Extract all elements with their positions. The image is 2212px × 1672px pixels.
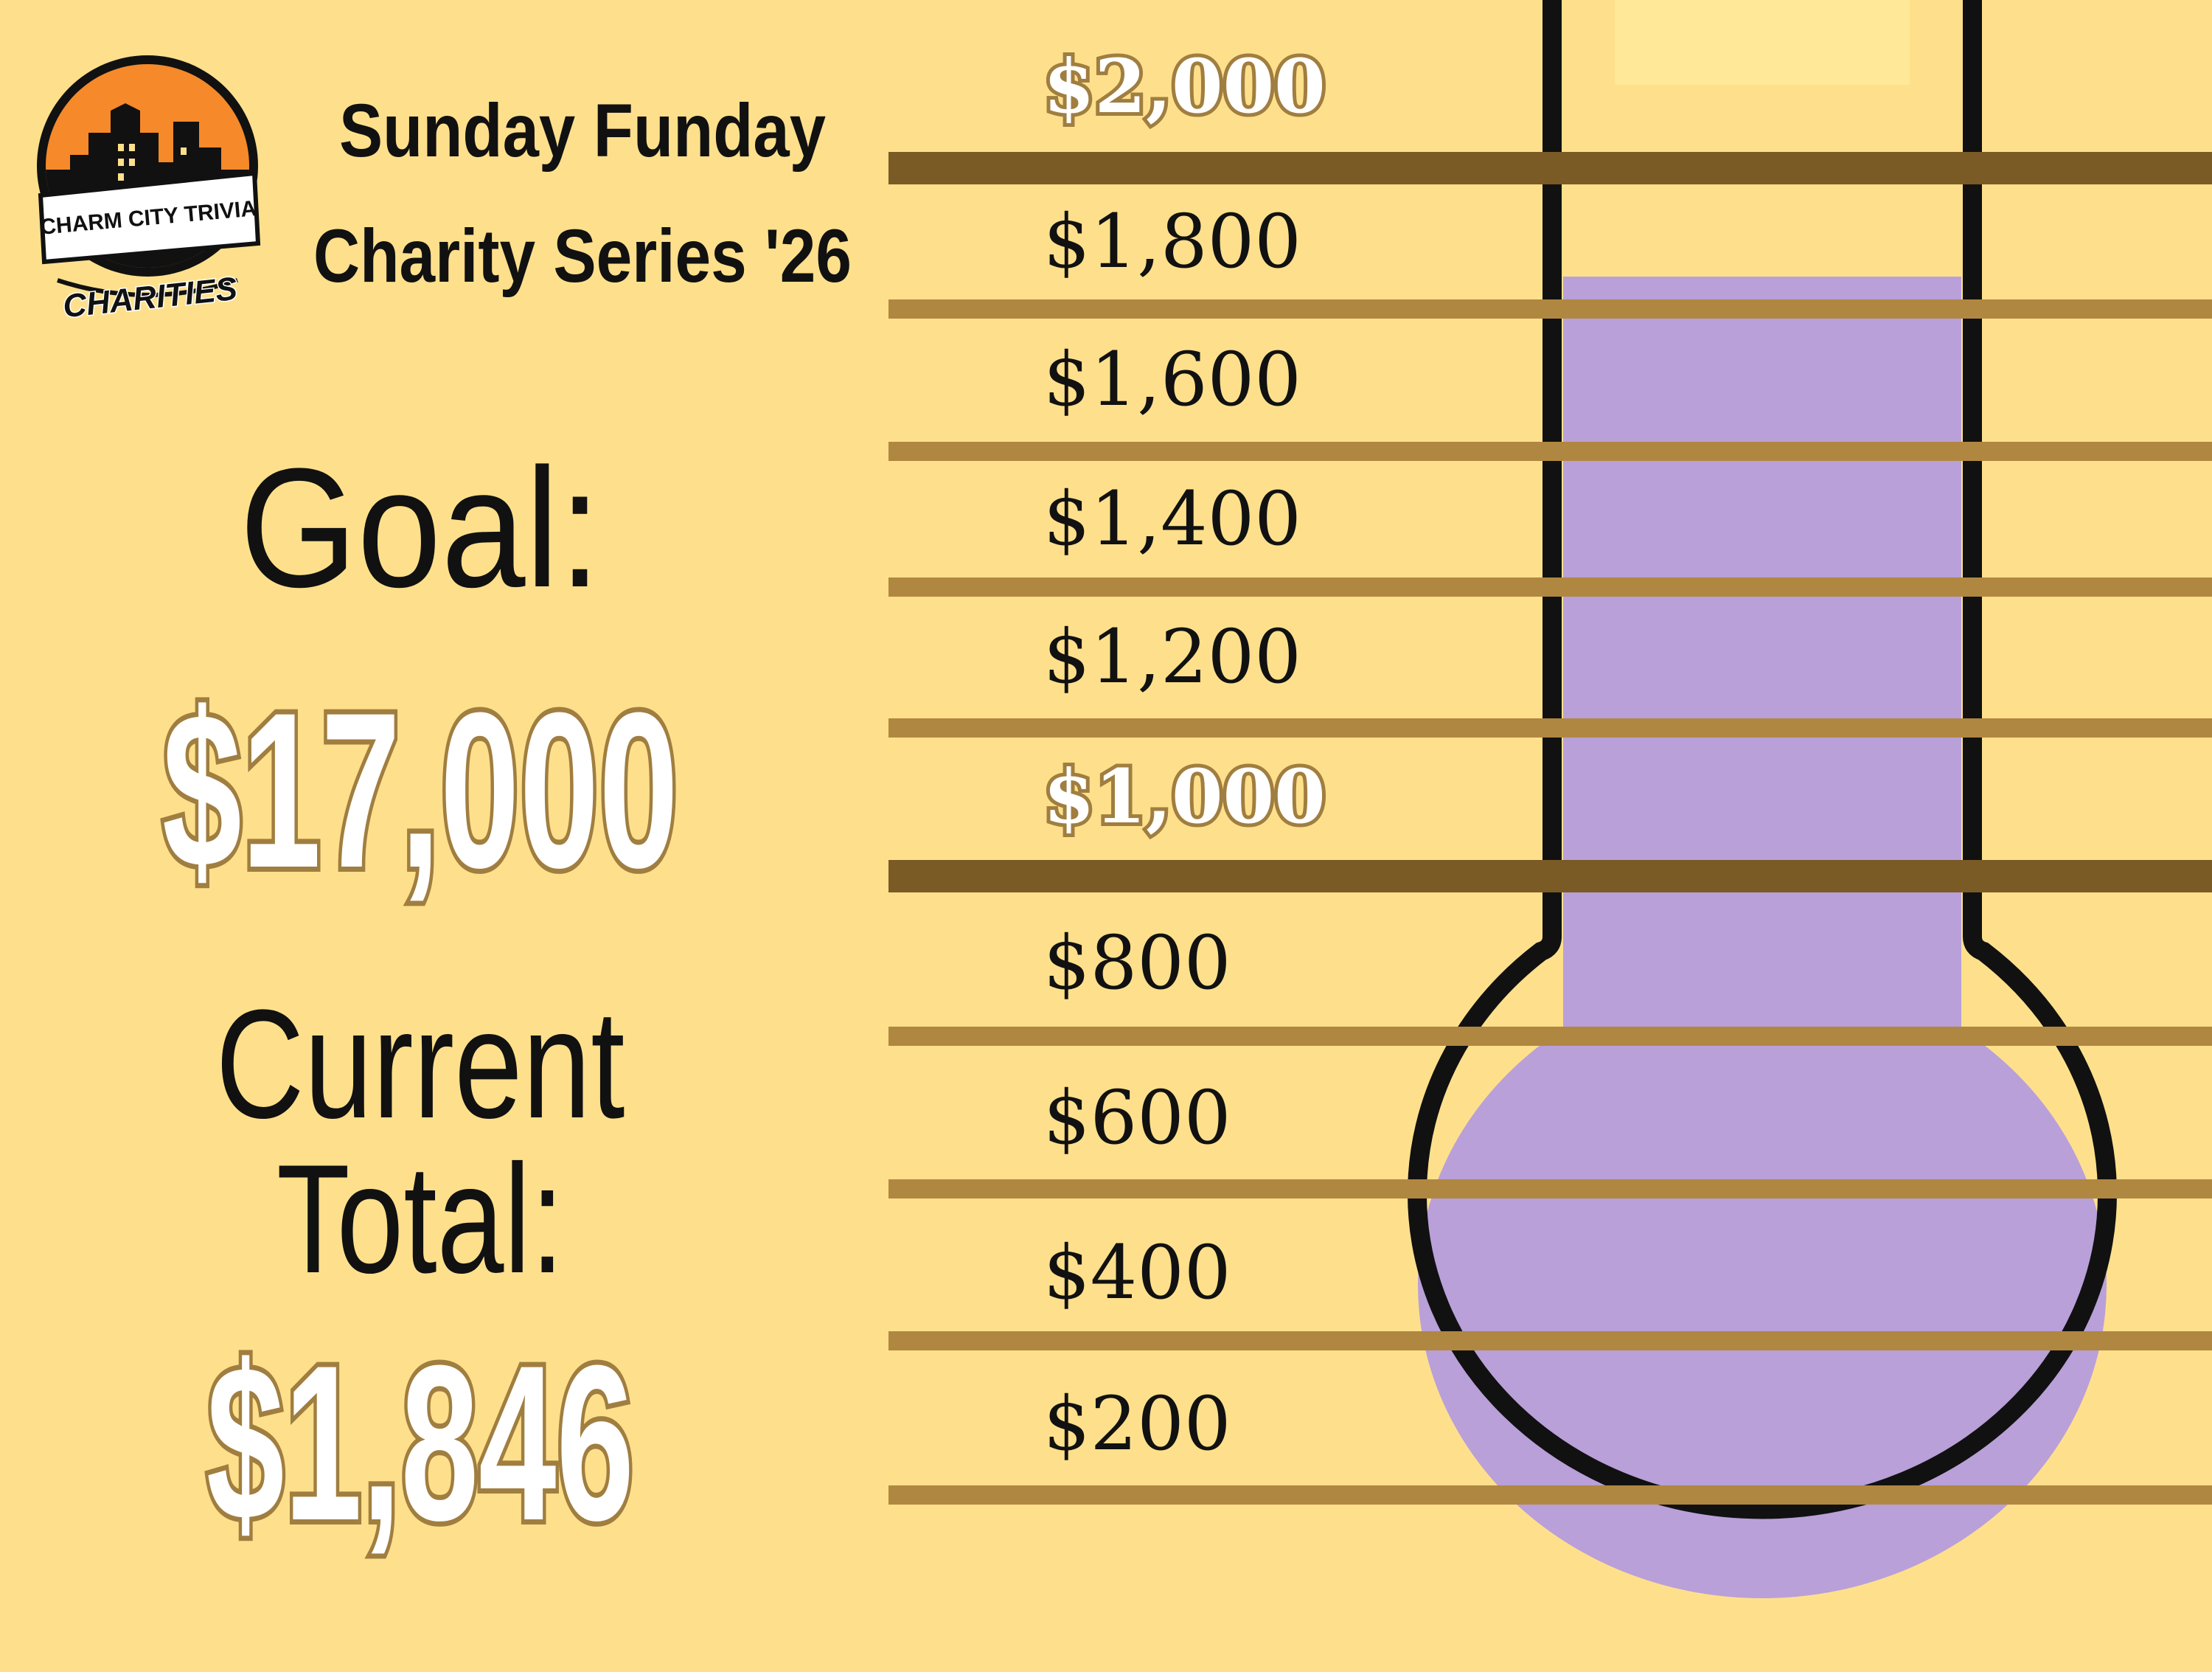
charm-city-trivia-logo: CHARM CITY TRIVIA CHARITIES (37, 55, 261, 326)
scale-label: $2,000 (1043, 43, 1326, 130)
scale-ticks: $2,000 $1,800 $1,600 $1,400 $1,200 $1,000 $800… (888, 39, 2212, 1505)
scale-label: $200 (1043, 1381, 1231, 1467)
scale-line (888, 718, 2212, 738)
thermometer (1408, 0, 2117, 1598)
scale-line (888, 1485, 2212, 1505)
tube-top-highlight (1615, 0, 1910, 85)
thermometer-outline (1408, 0, 2117, 1519)
scale-label: $400 (1043, 1229, 1231, 1316)
scale-label: $1,600 (1043, 336, 1301, 423)
goal-amount: $17,000 (162, 666, 678, 914)
title-line-1: Sunday Funday (339, 89, 826, 173)
scale-label: $1,800 (1043, 198, 1301, 285)
scale-label: $1,200 (1043, 614, 1301, 700)
scale-line (888, 1331, 2212, 1350)
scale-label: $1,000 (1043, 753, 1326, 840)
current-label-line-1: Current (216, 977, 625, 1151)
title-line-2: Charity Series '26 (313, 214, 852, 298)
current-label-line-2: Total: (276, 1132, 564, 1305)
scale-line (888, 152, 2212, 184)
mercury-fill (1418, 277, 2107, 1598)
goal-label: Goal: (240, 433, 601, 622)
scale-line (888, 1027, 2212, 1046)
scale-line (888, 860, 2212, 892)
scale-line (888, 577, 2212, 597)
current-amount: $1,846 (206, 1319, 634, 1567)
scale-line (888, 299, 2212, 319)
scale-label: $600 (1043, 1075, 1231, 1161)
scale-line (888, 442, 2212, 461)
scale-label: $1,400 (1043, 476, 1301, 562)
scale-line (888, 1179, 2212, 1199)
scale-label: $800 (1043, 920, 1231, 1006)
